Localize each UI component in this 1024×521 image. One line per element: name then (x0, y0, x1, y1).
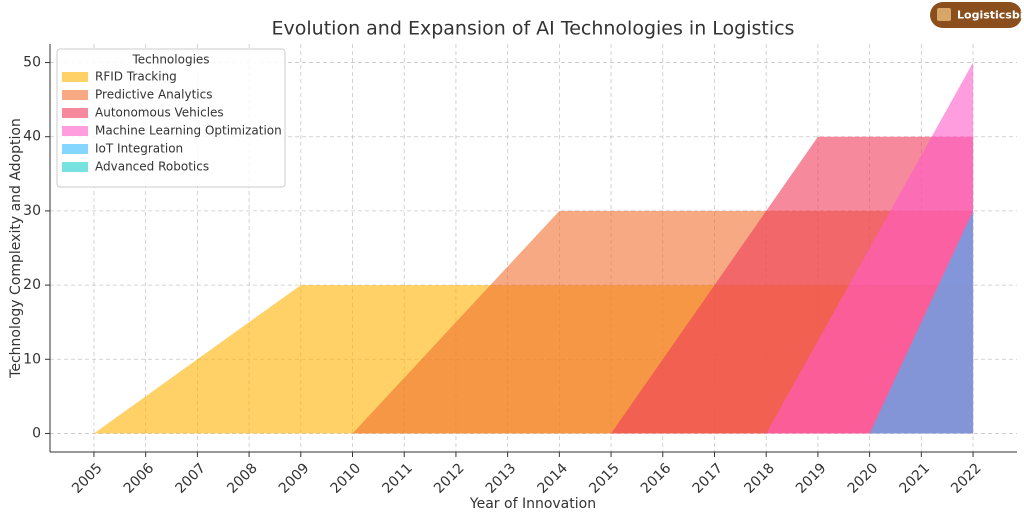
area (93, 210, 974, 434)
x-tick-label: 2006 (121, 460, 158, 497)
x-tick-label: 2010 (328, 460, 365, 497)
legend-swatch (62, 108, 88, 118)
y-tick-label: 20 (23, 277, 41, 293)
watermark-bg (930, 2, 1022, 28)
x-tick-label: 2013 (483, 460, 520, 497)
area (93, 136, 974, 434)
y-tick-label: 10 (23, 351, 41, 367)
legend-swatch (62, 72, 88, 82)
x-tick-label: 2019 (793, 460, 830, 497)
legend: Technologies RFID Tracking Predictive Anal… (56, 48, 286, 188)
y-tick-label: 40 (23, 129, 41, 145)
chart-title: Evolution and Expansion of AI Technologi… (272, 18, 795, 40)
x-tick-label: 2014 (534, 460, 571, 497)
y-axis-label: Technology Complexity and Adoption (8, 118, 24, 379)
y-tick-label: 30 (23, 203, 41, 219)
legend-label: Advanced Robotics (95, 160, 209, 174)
y-tick-label: 50 (23, 55, 41, 71)
legend-label: Machine Learning Optimization (95, 124, 282, 138)
legend-swatch (62, 144, 88, 154)
area (93, 62, 974, 434)
x-tick-label: 2020 (845, 460, 882, 497)
x-tick-label: 2018 (741, 460, 778, 497)
legend-label: RFID Tracking (95, 70, 177, 84)
legend-label: IoT Integration (95, 142, 183, 156)
legend-swatch (62, 162, 88, 172)
legend-label: Autonomous Vehicles (95, 106, 224, 120)
legend-title: Technologies (131, 53, 209, 67)
legend-box (56, 48, 286, 188)
x-tick-label: 2012 (431, 460, 468, 497)
x-tick-label: 2016 (638, 460, 675, 497)
y-tick-label: 0 (32, 425, 41, 441)
watermark: Logisticsbid (957, 9, 1024, 22)
x-tick-label: 2009 (276, 460, 313, 497)
legend-swatch (62, 126, 88, 136)
x-tick-label: 2022 (948, 460, 985, 497)
legend-swatch (62, 90, 88, 100)
watermark-icon (937, 8, 951, 21)
x-tick-label: 2008 (224, 460, 261, 497)
x-axis-label: Year of Innovation (469, 496, 596, 512)
x-tick-label: 2017 (690, 460, 727, 497)
watermark-badge: Logisticsbid (930, 2, 1024, 28)
x-tick-label: 2015 (586, 460, 623, 497)
legend-label: Predictive Analytics (95, 88, 212, 102)
x-tick-label: 2005 (69, 460, 106, 497)
x-tick-label: 2011 (379, 460, 416, 497)
x-tick-label: 2021 (896, 460, 933, 497)
x-tick-label: 2007 (173, 460, 210, 497)
